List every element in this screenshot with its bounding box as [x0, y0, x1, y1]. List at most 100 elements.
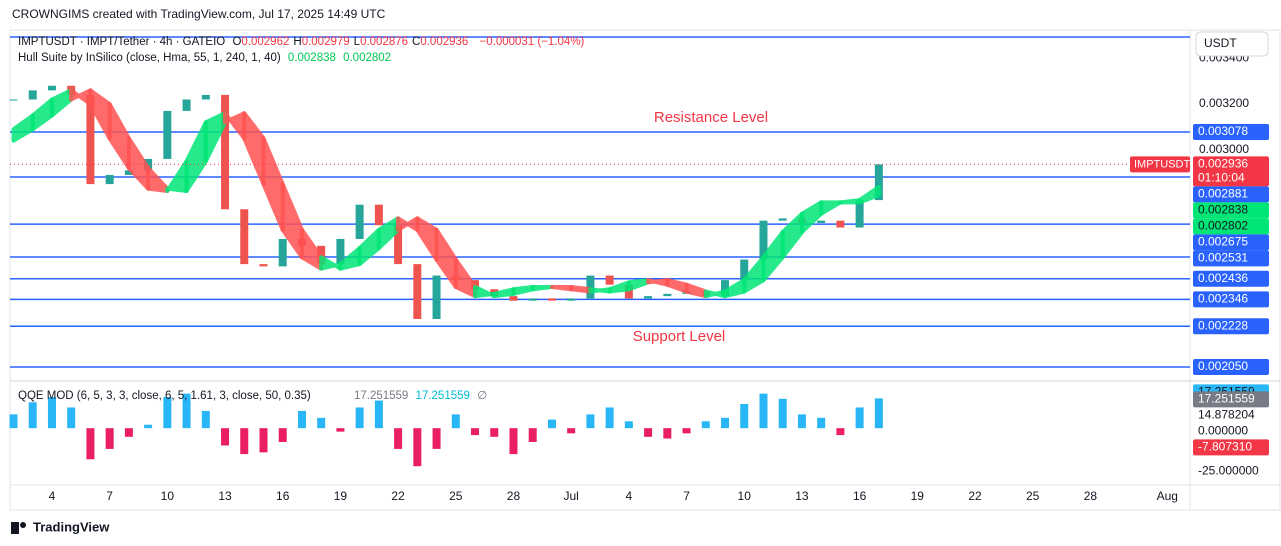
level-label: 0.002436 — [1198, 271, 1248, 285]
candle — [374, 204, 383, 226]
candle — [355, 204, 364, 239]
qqe-title: QQE MOD (6, 5, 3, 3, close, 6, 5, 1.61, … — [18, 390, 311, 402]
x-tick-label: 13 — [218, 489, 232, 503]
x-tick-label: 4 — [626, 489, 633, 503]
histogram-bar — [182, 393, 191, 429]
histogram-bar — [355, 407, 364, 429]
axis-label-box — [1193, 234, 1269, 251]
hull-ribbon — [30, 97, 54, 132]
histogram-bar — [605, 407, 614, 429]
hull-ribbon — [819, 200, 843, 216]
candle — [336, 238, 345, 265]
histogram-bar — [201, 410, 210, 429]
level-label: 0.002228 — [1198, 318, 1248, 332]
histogram-bar — [221, 428, 230, 446]
hull-value: 0.002802 — [343, 52, 392, 64]
qqe-axis-marker: 14.878204 — [1198, 408, 1255, 422]
candle — [624, 284, 633, 299]
histogram-bar — [47, 397, 56, 429]
hull-label: 0.002838 — [1198, 203, 1248, 217]
x-tick-label: 22 — [968, 489, 982, 503]
qqe-axis-marker: -7.807310 — [1198, 440, 1252, 454]
legend-hull: Hull Suite by InSilico (close, Hma, 55, … — [18, 52, 395, 64]
histogram-bar — [374, 400, 383, 429]
change: −0.000031 (−1.04%) — [479, 36, 585, 48]
candle — [201, 94, 210, 100]
histogram-bar — [86, 428, 95, 460]
ohlc-label: O — [232, 36, 242, 48]
candle — [586, 275, 595, 299]
hull-ribbon — [857, 184, 881, 205]
legend-qqe: QQE MOD (6, 5, 3, 3, close, 6, 5, 1.61, … — [18, 388, 491, 402]
histogram-bar — [9, 414, 18, 429]
axis-label-box — [1193, 202, 1269, 219]
histogram-bar — [259, 428, 268, 453]
axis-label-box — [1193, 123, 1269, 140]
x-tick-label: 25 — [449, 489, 463, 503]
candle — [240, 209, 249, 265]
ohlc-value: 0.002936 — [420, 36, 469, 48]
candle — [259, 264, 268, 267]
candle — [105, 174, 114, 185]
histogram-bar — [547, 419, 556, 429]
x-tick-label: 28 — [507, 489, 521, 503]
currency: USDT — [1204, 36, 1237, 50]
histogram-bar — [817, 417, 826, 429]
ohlc-value: 0.002979 — [301, 36, 350, 48]
candle — [855, 200, 864, 228]
x-tick-label: 16 — [853, 489, 867, 503]
footer: TradingView — [33, 519, 110, 534]
hull-ribbon — [261, 136, 285, 232]
candle — [47, 85, 56, 91]
histogram-bar — [874, 398, 883, 429]
candle — [874, 164, 883, 201]
axis-label-box — [1193, 439, 1269, 456]
axis-label-box — [1193, 318, 1269, 335]
x-tick-label: 16 — [276, 489, 290, 503]
hull-ribbon — [684, 282, 708, 299]
hull-ribbon — [703, 289, 728, 299]
logo: TradingView — [11, 519, 110, 534]
histogram-bar — [836, 428, 845, 436]
level-label: 0.002531 — [1198, 251, 1248, 265]
candle — [182, 99, 191, 111]
axis-label-box — [1193, 270, 1269, 287]
header: CROWNGIMS created with TradingView.com, … — [12, 7, 386, 21]
histogram-bar — [759, 393, 768, 429]
hull-ribbon — [69, 88, 93, 107]
histogram-bar — [278, 428, 287, 442]
histogram-bar — [624, 421, 633, 429]
candle — [278, 238, 287, 267]
histogram-bar — [28, 402, 37, 429]
histogram-bar — [451, 414, 460, 429]
candle — [9, 99, 18, 101]
symbol: IMPTUSDT · IMPT/Tether · 4h · GATEIO — [18, 36, 226, 48]
x-tick-label: 25 — [1026, 489, 1040, 503]
hull-ribbon — [242, 111, 266, 187]
hull-ribbon — [453, 257, 478, 299]
histogram-bar — [701, 421, 710, 429]
candle — [28, 90, 37, 100]
symbol-box — [1130, 156, 1190, 173]
histogram-bar — [644, 428, 653, 437]
hull-ribbon — [49, 88, 74, 118]
x-tick-label: 19 — [334, 489, 348, 503]
x-tick-label: 10 — [738, 489, 752, 503]
hull-ribbon — [396, 216, 420, 232]
axis-label-box — [1193, 358, 1269, 375]
ohlc-label: C — [412, 36, 421, 48]
histogram-bar — [797, 414, 806, 429]
histogram-bar — [297, 410, 306, 429]
ohlc: O0.002962 H0.002979 L0.002876 C0.002936 — [232, 36, 472, 48]
level-label: 0.002881 — [1198, 187, 1248, 201]
price-label: 0.002936 — [1198, 157, 1248, 171]
candle — [124, 170, 133, 175]
histogram-bar — [240, 428, 249, 455]
histogram-bar — [336, 428, 345, 432]
ohlc-label: L — [353, 36, 361, 48]
hull-ribbon — [799, 200, 824, 235]
histogram-bar — [855, 407, 864, 429]
qqe-signal: 17.251559 — [415, 390, 470, 402]
candle — [86, 94, 95, 185]
